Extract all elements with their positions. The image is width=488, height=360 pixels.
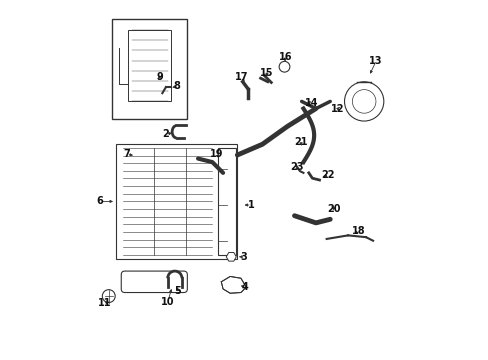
Text: 6: 6 [96, 197, 103, 206]
Bar [128, 30, 171, 102]
Text: 4: 4 [242, 282, 248, 292]
Polygon shape [226, 252, 236, 261]
Text: 14: 14 [305, 98, 318, 108]
Polygon shape [221, 276, 246, 293]
Text: 5: 5 [174, 287, 181, 296]
Bar [217, 148, 235, 255]
Text: 12: 12 [330, 104, 344, 114]
Text: 10: 10 [161, 297, 174, 307]
Text: 21: 21 [294, 137, 307, 147]
Text: 20: 20 [326, 203, 340, 213]
Text: 22: 22 [321, 170, 334, 180]
Text: 2: 2 [162, 129, 168, 139]
Text: 19: 19 [209, 149, 223, 159]
Text: 15: 15 [260, 68, 273, 78]
Text: 16: 16 [278, 53, 292, 63]
Text: 23: 23 [289, 162, 303, 172]
Text: 18: 18 [351, 226, 365, 236]
Text: 8: 8 [173, 81, 180, 91]
Bar [112, 19, 187, 119]
Text: 17: 17 [234, 72, 247, 82]
Bar [116, 144, 237, 258]
Text: 3: 3 [240, 252, 246, 262]
Text: 9: 9 [156, 72, 163, 82]
Text: 7: 7 [123, 149, 130, 159]
Text: 11: 11 [98, 298, 112, 308]
Text: 13: 13 [368, 57, 382, 66]
Text: 1: 1 [248, 200, 255, 210]
